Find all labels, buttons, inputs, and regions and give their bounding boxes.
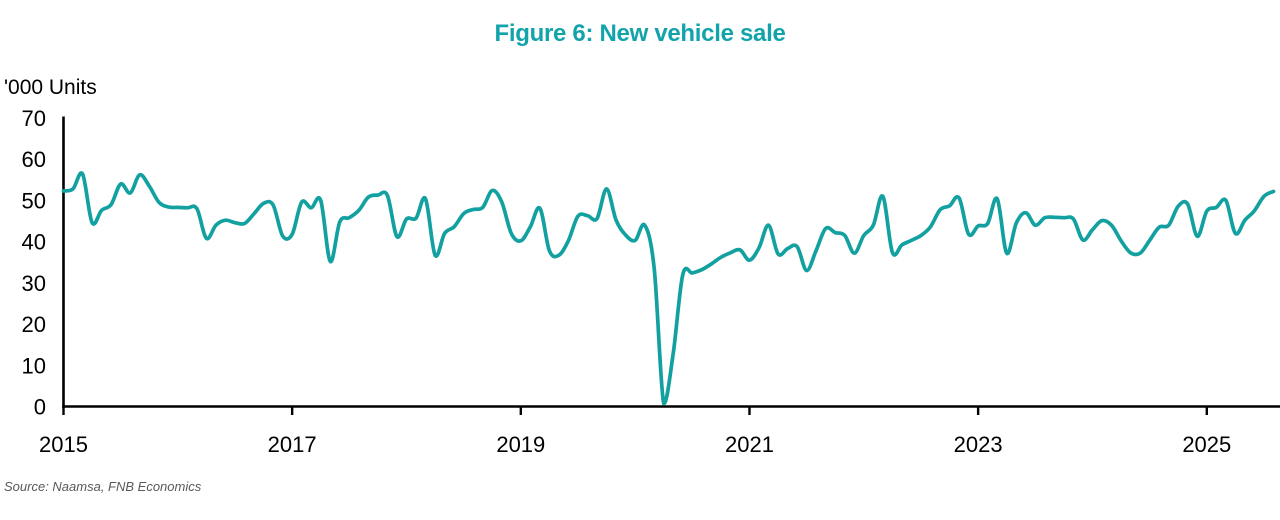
y-axis-tick-label: 70 <box>22 106 46 131</box>
chart-title: Figure 6: New vehicle sale <box>494 20 786 47</box>
x-axis-tick-label: 2025 <box>1182 432 1231 457</box>
source-note: Source: Naamsa, FNB Economics <box>4 479 202 494</box>
x-axis-tick-label: 2021 <box>725 432 774 457</box>
y-axis-tick-label: 10 <box>22 353 46 378</box>
y-axis-tick-label: 40 <box>22 230 46 255</box>
y-axis-tick-label: 30 <box>22 271 46 296</box>
y-axis-tick-label: 0 <box>34 395 46 420</box>
y-axis-unit-label: '000 Units <box>4 76 97 99</box>
y-axis-tick-label: 50 <box>22 188 46 213</box>
y-axis-tick-label: 60 <box>22 147 46 172</box>
x-axis-tick-label: 2023 <box>954 432 1003 457</box>
sales-line <box>61 171 1276 406</box>
y-axis-tick-label: 20 <box>22 312 46 337</box>
x-axis-tick-label: 2017 <box>268 432 317 457</box>
x-axis-tick-label: 2015 <box>39 432 88 457</box>
x-axis-tick-label: 2019 <box>496 432 545 457</box>
